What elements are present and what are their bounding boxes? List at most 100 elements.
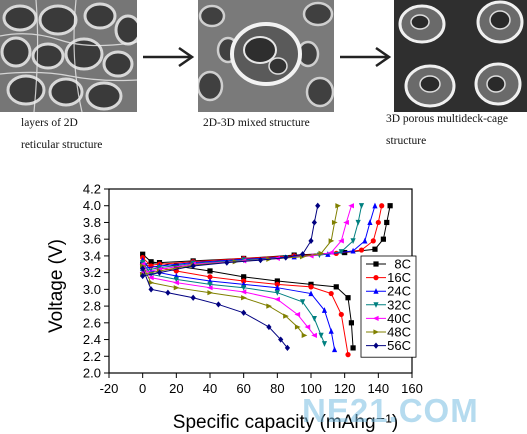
data-point	[350, 345, 356, 351]
data-point	[278, 336, 284, 343]
data-point	[148, 286, 154, 293]
sem-image-2d-reticular	[0, 0, 137, 112]
data-point	[156, 265, 163, 271]
series-line-16C-discharge	[142, 257, 349, 355]
data-point	[241, 285, 247, 291]
x-tick-label: 160	[401, 381, 423, 396]
legend-marker	[373, 261, 379, 267]
y-tick-label: 2.4	[83, 332, 101, 347]
data-point	[358, 203, 365, 209]
data-point	[266, 323, 272, 331]
data-point	[165, 289, 171, 296]
data-point	[207, 268, 213, 274]
data-point	[372, 202, 378, 209]
y-tick-label: 3.2	[83, 265, 101, 280]
data-point	[384, 219, 390, 226]
data-point	[299, 299, 306, 306]
data-point	[380, 236, 386, 242]
data-point	[266, 303, 273, 309]
data-point	[207, 281, 213, 288]
caption-2d-3d-mixed: 2D-3D mixed structure	[203, 112, 310, 134]
data-point	[308, 290, 314, 297]
data-point	[140, 251, 146, 257]
data-point	[318, 332, 324, 339]
y-tick-label: 2.0	[83, 366, 101, 381]
data-point	[350, 247, 356, 254]
watermark: NE21.COM	[302, 392, 479, 429]
caption-line: 2D-3D mixed structure	[203, 117, 310, 129]
series-line-32C-discharge	[142, 262, 325, 344]
legend-label: 40C	[387, 311, 411, 326]
y-axis-label: Voltage (V)	[46, 239, 67, 333]
data-point	[274, 296, 280, 302]
data-point	[333, 284, 339, 290]
arrow-right-icon	[143, 46, 195, 68]
data-point	[311, 332, 317, 338]
data-point	[241, 278, 247, 284]
data-point	[370, 238, 376, 244]
y-tick-label: 3.8	[83, 215, 101, 230]
series-line-40C-discharge	[142, 264, 315, 336]
data-point	[338, 238, 344, 244]
data-point	[215, 301, 222, 308]
y-tick-label: 3.0	[83, 282, 101, 297]
legend-marker	[373, 302, 379, 308]
data-point	[321, 341, 328, 347]
legend-marker	[373, 288, 379, 294]
data-point	[241, 295, 247, 301]
data-point	[190, 294, 196, 301]
x-tick-label: 40	[203, 381, 217, 396]
caption-3d-porous: 3D porous multideck-cage structure	[386, 108, 508, 152]
data-point	[375, 219, 381, 226]
x-tick-label: 100	[300, 381, 322, 396]
x-tick-label: 0	[139, 381, 146, 396]
y-tick-label: 4.2	[83, 182, 101, 197]
y-tick-label: 3.6	[83, 232, 101, 247]
arrow-right-icon	[340, 46, 392, 68]
data-point	[318, 250, 325, 256]
series-line-48C-charge	[142, 205, 339, 275]
data-point	[348, 320, 354, 326]
legend-box	[360, 255, 417, 358]
data-point	[283, 313, 289, 319]
caption-line: structure	[386, 135, 427, 147]
legend-marker	[372, 315, 379, 321]
data-point	[140, 260, 146, 266]
data-point	[274, 278, 280, 284]
data-point	[173, 276, 179, 283]
y-tick-label: 2.8	[83, 299, 101, 314]
y-tick-label: 2.6	[83, 315, 101, 330]
sem-image-2d-3d-mixed	[198, 0, 334, 112]
data-point	[338, 311, 344, 318]
legend-marker	[373, 275, 379, 281]
data-point	[328, 328, 334, 334]
x-tick-label: 140	[367, 381, 389, 396]
data-point	[241, 309, 247, 316]
data-point	[350, 238, 356, 244]
data-point	[372, 246, 378, 252]
data-point	[348, 203, 354, 209]
data-point	[358, 247, 365, 253]
x-tick-label: 80	[270, 381, 284, 396]
data-point	[345, 295, 351, 301]
data-point	[331, 346, 338, 353]
series-line-24C-discharge	[142, 259, 336, 350]
x-axis-label: Specific capacity (mAhg⁻¹)	[173, 412, 398, 433]
data-point	[308, 237, 314, 244]
voltage-capacity-chart: -20 0 20 40 60 80 100 120 140 160 2.0 2.2 2.4 2.62.8 3…	[46, 182, 423, 434]
data-point	[207, 274, 213, 280]
data-point	[274, 284, 280, 291]
legend-marker	[373, 329, 380, 335]
data-point	[294, 324, 301, 330]
data-point	[321, 307, 328, 313]
data-point	[331, 219, 338, 226]
x-tick-label: 20	[169, 381, 183, 396]
legend-label: 24C	[387, 284, 411, 299]
data-point	[311, 219, 317, 226]
series-line-8C-charge	[142, 205, 391, 265]
data-point	[301, 332, 308, 338]
data-point	[206, 285, 213, 291]
x-tick-label: 120	[334, 381, 356, 396]
data-point	[362, 237, 368, 244]
data-point	[294, 311, 301, 318]
